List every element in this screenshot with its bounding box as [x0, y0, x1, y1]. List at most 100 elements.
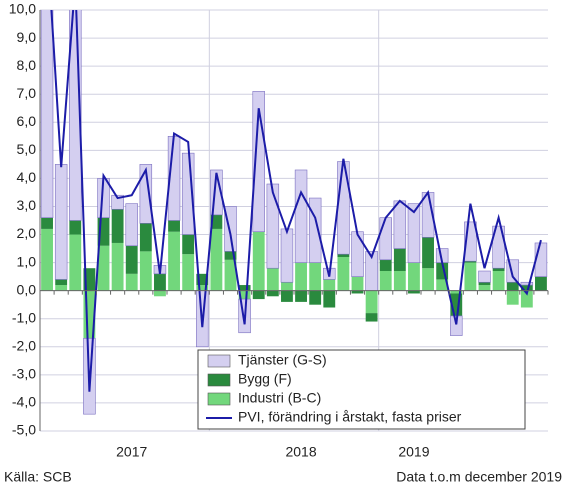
bar [154, 273, 166, 291]
bar [506, 259, 519, 283]
bar [266, 268, 279, 291]
bar [83, 268, 96, 291]
bar [309, 290, 322, 305]
legend-label: Industri (B-C) [238, 390, 321, 406]
bar [224, 259, 237, 291]
bar [408, 290, 420, 294]
bar [323, 290, 336, 308]
bar [492, 268, 505, 272]
bar [55, 285, 68, 291]
bar [478, 270, 491, 283]
line [50, 10, 542, 392]
y-tick-label: 7,0 [17, 85, 37, 101]
bar [111, 242, 124, 291]
bar [506, 282, 519, 291]
bar [40, 10, 54, 218]
bar [464, 261, 477, 263]
bar [210, 169, 223, 216]
bar [41, 228, 53, 291]
bar [182, 234, 195, 255]
bar [281, 290, 293, 302]
bar [393, 248, 406, 272]
x-tick-label: 2017 [116, 444, 147, 460]
bar [281, 282, 293, 291]
bar [464, 221, 477, 262]
bar [55, 279, 68, 286]
legend-swatch [207, 392, 231, 406]
bar [422, 237, 434, 269]
bar [210, 228, 223, 291]
y-tick-label: -3,0 [12, 366, 36, 382]
bar [252, 91, 265, 233]
bar [266, 290, 279, 297]
bar [97, 217, 110, 246]
bar [309, 262, 322, 291]
bar [422, 268, 434, 291]
bar [436, 262, 449, 280]
bar [238, 285, 251, 291]
bar [125, 245, 138, 274]
x-tick-label: 2018 [285, 444, 316, 460]
y-tick-label: 0,0 [17, 281, 37, 297]
bar [337, 256, 350, 291]
bar [224, 206, 237, 252]
bar [379, 271, 392, 291]
legend-label: PVI, förändring i årstakt, fasta priser [238, 409, 462, 425]
y-tick-label: 8,0 [17, 57, 37, 73]
bar [196, 285, 209, 291]
y-tick-label: 6,0 [17, 113, 37, 129]
bar [393, 200, 407, 249]
bar [111, 194, 124, 210]
bar [450, 293, 463, 316]
bar [520, 285, 533, 291]
y-tick-label: -5,0 [12, 422, 36, 438]
y-tick-label: 5,0 [17, 141, 37, 157]
bar [41, 217, 53, 229]
y-tick-label: -4,0 [12, 394, 36, 410]
bar [478, 285, 491, 291]
bar [69, 234, 82, 291]
bar [182, 254, 195, 291]
bar [379, 259, 392, 272]
bar [168, 220, 180, 232]
bar [168, 231, 180, 291]
bar [139, 223, 152, 252]
plot [40, 10, 548, 415]
bar [295, 290, 307, 302]
bar [520, 281, 534, 286]
legend-label: Bygg (F) [238, 371, 292, 387]
y-tick-label: -1,0 [12, 309, 36, 325]
y-tick-label: 4,0 [17, 169, 37, 185]
bar [535, 276, 547, 291]
bar [210, 214, 223, 229]
bar [520, 290, 533, 308]
bar [295, 262, 307, 291]
bar [506, 290, 519, 305]
bar [139, 251, 152, 291]
bar [337, 254, 350, 257]
bar [154, 290, 166, 297]
bar [69, 220, 82, 235]
bar [436, 279, 449, 291]
bar [266, 183, 280, 269]
note: Data t.o.m december 2019 [396, 469, 562, 485]
bar [54, 164, 68, 280]
bar [464, 262, 477, 291]
bar [323, 279, 336, 291]
bar [280, 228, 294, 283]
y-tick-label: 1,0 [17, 253, 37, 269]
bar [196, 273, 209, 286]
bar [238, 290, 251, 300]
legend-swatch [207, 354, 231, 368]
bar [534, 242, 548, 277]
bar [308, 197, 322, 263]
bar [69, 10, 82, 221]
bar [111, 209, 124, 243]
y-tick-label: -2,0 [12, 338, 36, 354]
bar [294, 169, 308, 263]
bar [351, 276, 364, 291]
legend-swatch [207, 373, 231, 387]
bar [125, 273, 138, 291]
source: Källa: SCB [4, 469, 72, 485]
